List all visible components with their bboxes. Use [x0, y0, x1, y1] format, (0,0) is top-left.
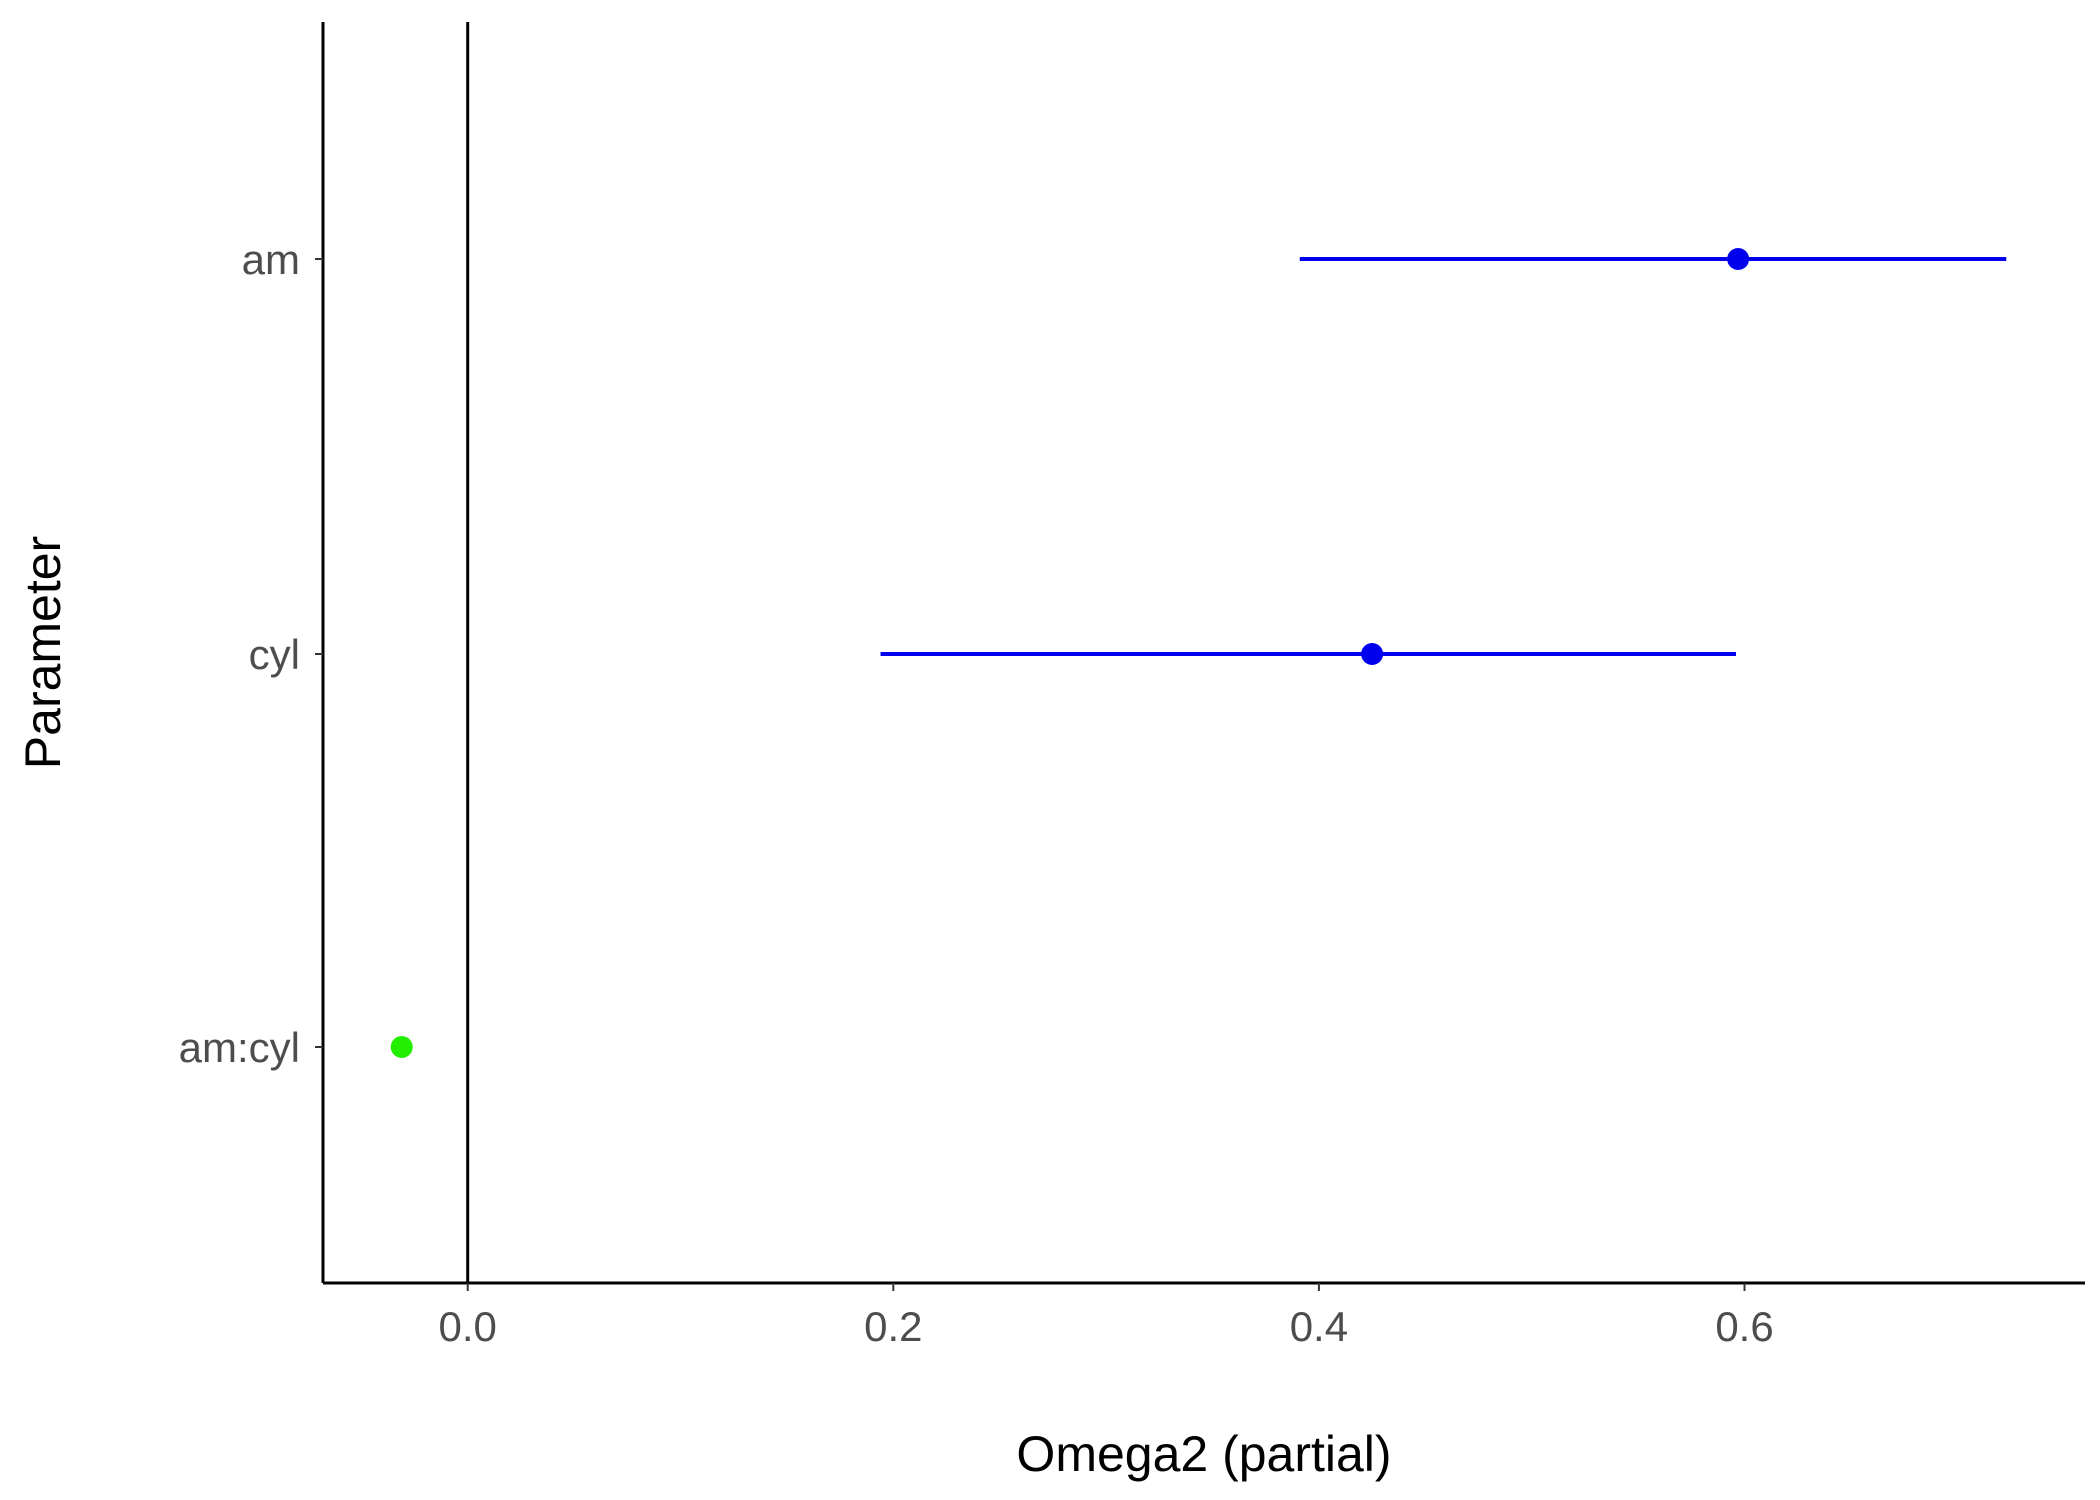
- y-tick-label: cyl: [249, 631, 300, 678]
- plot-area: 0.0 0.2 0.4 0.6 am cyl am:cyl: [179, 22, 2085, 1350]
- y-axis-title: Parameter: [15, 536, 71, 769]
- point-cyl: [1361, 643, 1384, 665]
- x-tick-label: 0.2: [864, 1303, 922, 1350]
- x-axis-title: Omega2 (partial): [1016, 1426, 1391, 1482]
- point-am: [1727, 248, 1750, 270]
- y-tick-label: am: [242, 236, 300, 283]
- point-am-cyl: [390, 1036, 413, 1058]
- x-tick-label: 0.0: [439, 1303, 497, 1350]
- y-tick-label: am:cyl: [179, 1024, 300, 1071]
- x-tick-label: 0.4: [1290, 1303, 1348, 1350]
- x-tick-label: 0.6: [1715, 1303, 1773, 1350]
